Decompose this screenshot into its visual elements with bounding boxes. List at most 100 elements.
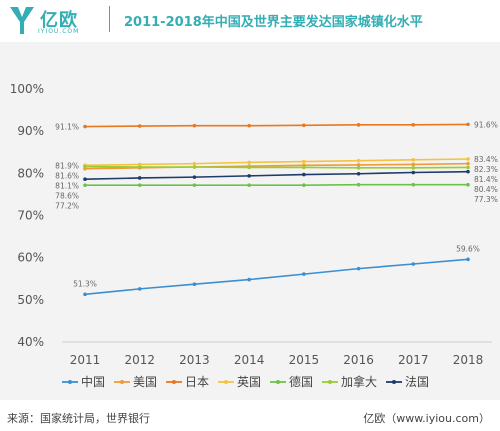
legend-item: 法国 — [386, 375, 429, 389]
value-label: 59.6% — [456, 244, 480, 253]
data-point — [466, 169, 470, 174]
legend-marker — [68, 380, 72, 384]
logo-subtext: IYIOU.COM — [38, 28, 80, 35]
x-axis-ticks: 2011 2012 2013 2014 2015 2016 2017 2018 — [70, 353, 484, 367]
footer: 来源：国家统计局，世界银行 亿欧（www.iyiou.com） — [0, 404, 500, 431]
data-point — [466, 122, 470, 127]
x-tick-label: 2016 — [343, 353, 374, 367]
logo-icon — [10, 7, 34, 34]
data-point — [466, 165, 470, 170]
series-4 — [83, 182, 470, 187]
series-2 — [83, 122, 470, 129]
data-point — [137, 124, 142, 128]
value-label: 81.9% — [55, 161, 79, 170]
data-point — [356, 158, 361, 163]
data-point — [302, 183, 306, 187]
value-label: 77.3% — [474, 195, 498, 204]
series-group — [83, 122, 470, 297]
data-point — [302, 123, 306, 128]
value-label: 80.4% — [474, 185, 498, 194]
data-point — [192, 183, 197, 187]
data-point — [83, 124, 87, 129]
legend-label: 德国 — [289, 374, 313, 389]
data-point — [192, 282, 197, 287]
data-point — [411, 123, 416, 127]
value-label: 81.6% — [55, 171, 79, 180]
value-label: 82.3% — [474, 165, 498, 174]
chart-panel: 40% 50% 60% 70% 80% 90% 100% 2011 2012 2013 2014 2… — [0, 42, 500, 400]
value-label: 81.4% — [474, 175, 498, 184]
legend-marker — [328, 380, 332, 384]
value-labels: 91.1% 81.9%81.6%81.1%78.6%77.2% 91.6% 83.4%… — [55, 120, 498, 288]
data-point — [83, 164, 87, 169]
data-point — [192, 165, 197, 169]
header: 亿欧 IYIOU.COM 2011-2018年中国及世界主要发达国家城镇化水平 — [0, 0, 500, 42]
legend-marker — [392, 380, 396, 384]
data-point — [356, 123, 361, 127]
data-point — [192, 161, 197, 166]
data-point — [83, 292, 87, 297]
legend-marker — [120, 380, 124, 384]
legend-marker — [276, 380, 280, 384]
data-point — [302, 159, 306, 164]
y-tick-label: 60% — [17, 251, 44, 265]
data-point — [302, 172, 306, 177]
data-point — [137, 165, 142, 169]
value-label: 51.3% — [73, 279, 97, 288]
y-tick-label: 80% — [17, 166, 44, 180]
y-tick-label: 70% — [17, 209, 44, 223]
data-point — [411, 170, 416, 175]
legend-label: 日本 — [185, 375, 209, 389]
data-point — [247, 165, 251, 170]
legend-item: 美国 — [114, 375, 157, 389]
data-point — [411, 166, 416, 170]
value-label: 91.6% — [474, 120, 498, 129]
series-6 — [83, 169, 470, 182]
y-axis-ticks: 40% 50% 60% 70% 80% 90% 100% — [10, 82, 44, 349]
data-point — [137, 183, 142, 187]
x-tick-label: 2012 — [124, 353, 155, 367]
legend-label: 中国 — [81, 374, 105, 389]
data-point — [192, 175, 197, 179]
data-point — [356, 163, 361, 167]
x-tick-label: 2014 — [234, 353, 265, 367]
value-label: 83.4% — [474, 155, 498, 164]
series-3 — [83, 157, 470, 168]
legend-marker — [224, 380, 228, 384]
series-line — [84, 258, 469, 296]
series-line — [84, 170, 469, 181]
data-point — [356, 182, 361, 187]
data-point — [247, 174, 251, 178]
legend-item: 加拿大 — [322, 374, 377, 389]
data-point — [356, 266, 361, 271]
data-point — [83, 183, 87, 187]
y-tick-label: 100% — [10, 82, 44, 96]
data-point — [247, 183, 251, 187]
legend: 中国 美国 日本 英国 德国 加拿大 法国 — [62, 374, 429, 389]
data-point — [137, 287, 142, 291]
header-divider — [109, 6, 110, 32]
data-point — [466, 182, 470, 187]
data-point — [137, 162, 142, 167]
legend-label: 英国 — [237, 375, 261, 389]
legend-label: 法国 — [405, 375, 429, 389]
source-note: 来源：国家统计局，世界银行 — [7, 412, 150, 425]
data-point — [192, 123, 197, 128]
data-point — [411, 262, 416, 266]
data-point — [411, 162, 416, 167]
series-line — [84, 158, 469, 167]
data-point — [356, 166, 361, 170]
series-line — [84, 165, 469, 169]
data-point — [466, 257, 470, 262]
value-label: 78.6% — [55, 191, 79, 200]
data-point — [356, 171, 361, 176]
chart-title: 2011-2018年中国及世界主要发达国家城镇化水平 — [124, 15, 423, 30]
data-point — [411, 158, 416, 162]
data-point — [302, 165, 306, 170]
y-tick-label: 90% — [17, 124, 44, 138]
legend-item: 中国 — [62, 374, 105, 389]
legend-marker — [172, 380, 176, 384]
x-tick-label: 2013 — [179, 353, 210, 367]
data-point — [247, 160, 251, 165]
x-tick-label: 2018 — [453, 353, 484, 367]
